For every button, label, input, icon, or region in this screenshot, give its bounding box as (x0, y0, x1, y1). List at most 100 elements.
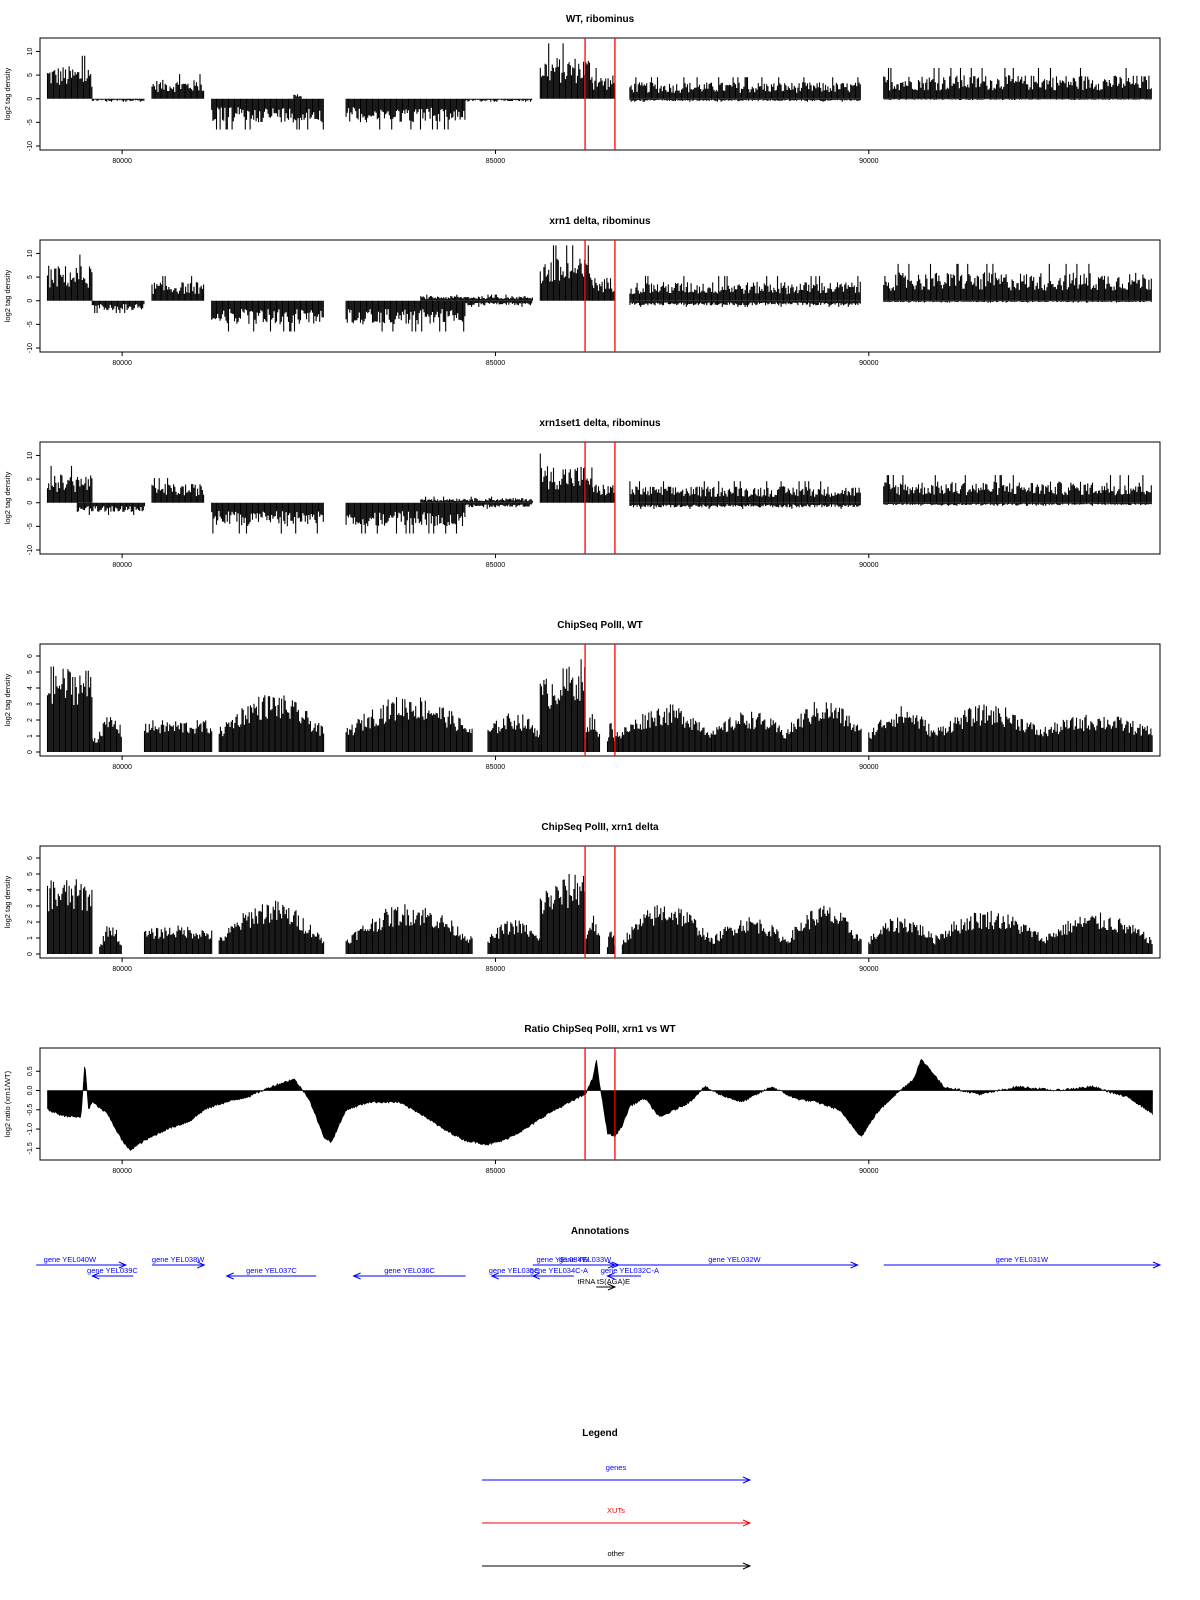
arrow-head-icon (225, 1272, 234, 1280)
y-tick-label: 10 (27, 47, 34, 55)
series-layer (47, 1058, 1153, 1151)
y-tick-label: 6 (27, 654, 34, 658)
signal-bars-minus (465, 98, 533, 102)
x-tick-label: 80000 (112, 360, 132, 367)
series-layer (46, 453, 1152, 534)
annotation-feature: gene YEL040W (36, 1255, 128, 1269)
panel-5: ChipSeq PolII, xrn1 delta log2 tag densit… (3, 822, 1161, 973)
arrow-head-icon (118, 1261, 128, 1269)
legend-title: Legend (582, 1428, 618, 1439)
annotation-feature: gene YEL036C (352, 1266, 466, 1280)
y-axis-label: log2 ratio (xrn1/WT) (3, 1070, 12, 1137)
annotation-feature: gene YEL035C (489, 1266, 540, 1280)
legend-item-xut: XUTs (482, 1506, 752, 1527)
signal-bars-plus (621, 905, 712, 954)
x-tick-label: 80000 (112, 562, 132, 569)
x-tick-label: 85000 (486, 764, 506, 771)
y-tick-label: -5 (27, 321, 34, 327)
signal-bars-plus (143, 720, 213, 752)
feature-label: gene YEL032W (708, 1255, 761, 1264)
feature-label: gene YEL032C-A (601, 1266, 659, 1275)
y-axis-label: log2 tag density (3, 673, 12, 726)
y-tick-label: 4 (27, 888, 34, 892)
y-tick-label: -10 (27, 545, 34, 555)
y-axis-label: log2 tag density (3, 875, 12, 928)
signal-bars-plus (487, 920, 541, 954)
signal-bars-minus (345, 300, 466, 332)
arrow-head-icon (490, 1272, 499, 1280)
signal-bars-plus (46, 666, 93, 752)
x-tick-label: 85000 (486, 158, 506, 165)
y-tick-label: -5 (27, 523, 34, 529)
signal-bars-plus (539, 874, 586, 954)
signal-bars-plus (606, 723, 616, 752)
panel-1: WT, ribominus log2 tag density -10 -5 0 5 10 80… (3, 14, 1161, 165)
feature-label: gene YEL034W (536, 1255, 589, 1264)
signal-bars-minus (465, 502, 533, 509)
y-tick-label: 0.0 (27, 1086, 34, 1096)
signal-bars-plus (868, 917, 936, 954)
annotation-feature: gene YEL039C (87, 1266, 138, 1280)
plot-frame (39, 441, 1161, 555)
arrow-head-icon (1152, 1261, 1162, 1269)
feature-label: tRNA tS(AGA)E (577, 1277, 630, 1286)
signal-bars-plus (46, 55, 93, 99)
signal-bars-plus (591, 484, 615, 503)
y-tick-label: 1 (27, 734, 34, 738)
signal-bars-plus (539, 453, 593, 503)
y-tick-label: 1 (27, 936, 34, 940)
signal-bars-plus (99, 717, 122, 752)
legend-label: XUTs (607, 1506, 625, 1515)
signal-bars-plus (591, 68, 615, 99)
x-tick-label: 90000 (859, 966, 879, 973)
x-tick-label: 80000 (112, 158, 132, 165)
x-tick-label: 85000 (486, 360, 506, 367)
legend: Legend genes XUTs other (482, 1428, 752, 1570)
signal-bars-plus (218, 900, 325, 954)
x-tick-label: 90000 (859, 764, 879, 771)
series-layer (46, 43, 1152, 130)
signal-bars-plus (293, 94, 302, 99)
signal-bars-plus (420, 496, 533, 503)
legend-label: other (607, 1549, 625, 1558)
arrow-head-icon (531, 1272, 540, 1280)
y-tick-label: -0.5 (27, 1104, 34, 1116)
signal-bars-plus (99, 926, 122, 954)
x-tick-label: 90000 (859, 562, 879, 569)
x-tick-label: 90000 (859, 360, 879, 367)
arrow-head-icon (352, 1272, 361, 1280)
y-tick-label: 0 (27, 299, 34, 303)
plot-frame (39, 239, 1161, 353)
y-tick-label: 2 (27, 920, 34, 924)
y-tick-label: 10 (27, 249, 34, 257)
signal-bars-plus (786, 702, 862, 752)
plot-frame (39, 1047, 1161, 1161)
signal-bars-minus (211, 502, 324, 534)
arrow-head-icon (606, 1272, 615, 1280)
legend-item-gene: genes (482, 1463, 752, 1484)
panel-title: ChipSeq PolII, xrn1 delta (541, 822, 659, 833)
x-tick-label: 90000 (859, 158, 879, 165)
signal-bars-plus (46, 879, 93, 954)
signal-bars-minus (91, 98, 145, 102)
x-tick-label: 80000 (112, 764, 132, 771)
signal-bars-minus (211, 300, 324, 332)
signal-bars-plus (539, 659, 586, 752)
signal-bars-plus (606, 931, 616, 954)
x-tick-label: 90000 (859, 1168, 879, 1175)
panel-title: Ratio ChipSeq PolII, xrn1 vs WT (524, 1024, 675, 1035)
y-tick-label: 3 (27, 702, 34, 706)
signal-bars-plus (629, 276, 861, 301)
signal-bars-plus (614, 732, 623, 752)
feature-label: gene YEL033W (559, 1255, 612, 1264)
signal-bars-plus (345, 697, 473, 752)
y-tick-label: 5 (27, 275, 34, 279)
annotation-feature: gene YEL037C (225, 1266, 317, 1280)
feature-label: gene YEL040W (44, 1255, 97, 1264)
signal-bars-plus (883, 263, 1152, 301)
annotation-feature: gene YEL038W (152, 1255, 206, 1269)
y-axis-label: log2 tag density (3, 269, 12, 322)
signal-bars-plus (420, 294, 533, 301)
signal-bars-plus (629, 77, 861, 99)
panel-6: Ratio ChipSeq PolII, xrn1 vs WT log2 rati… (3, 1024, 1161, 1175)
